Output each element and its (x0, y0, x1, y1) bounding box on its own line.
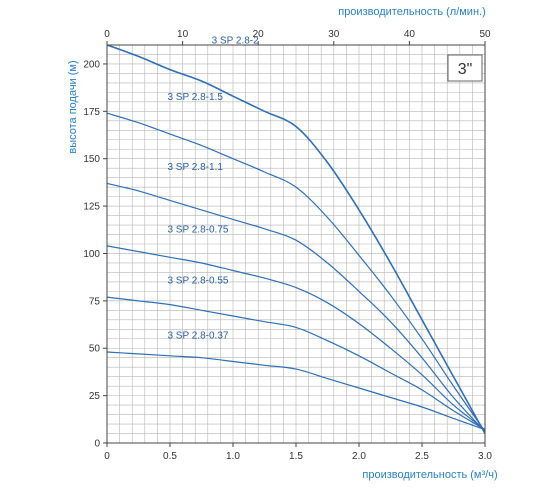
y-tick-label: 100 (83, 249, 100, 260)
curve-label: 3 SP 2.8-0.75 (167, 225, 228, 236)
y-tick-label: 0 (94, 439, 100, 450)
curve-label: 3 SP 2.8-0.55 (167, 276, 228, 287)
curve-line (106, 182, 486, 433)
curve-line (106, 112, 486, 432)
curve-label: 3 SP 2.8-2 (212, 35, 260, 46)
y-axis-title: высота подачи (м) (67, 60, 79, 153)
ticks-layer: 0 0.5 1.0 1.5 2.0 2.5 3.0 0 10 20 30 40 50 0 25 50 75 100… (83, 29, 492, 462)
top-tick-label: 40 (404, 29, 416, 40)
curve-label: 3 SP 2.8-0.37 (167, 331, 228, 342)
y-tick-label: 150 (83, 154, 100, 165)
y-tick-label: 200 (83, 59, 100, 70)
x-tick-label: 0 (104, 451, 110, 462)
curve-line (106, 44, 486, 434)
curve-label: 3 SP 2.8-1.1 (167, 162, 223, 173)
x-tick-label: 1.0 (226, 451, 240, 462)
size-badge-box (447, 54, 483, 82)
x-tick-label: 1.5 (289, 451, 303, 462)
chart-grid (107, 45, 485, 443)
curve-label: 3 SP 2.8-1.5 (167, 92, 223, 103)
size-badge: 3" (458, 61, 473, 78)
top-axis-title: производительность (л/мин.) (338, 6, 486, 18)
y-tick-label: 175 (83, 107, 100, 118)
x-tick-label: 3.0 (478, 451, 492, 462)
top-tick-label: 0 (104, 29, 110, 40)
y-tick-label: 75 (89, 296, 101, 307)
y-tick-label: 125 (83, 202, 100, 213)
y-tick-label: 50 (89, 344, 101, 355)
x-tick-label: 2.5 (415, 451, 429, 462)
curve-line (106, 351, 486, 431)
top-tick-label: 10 (177, 29, 189, 40)
x-axis-title: производительность (м³/ч) (362, 469, 497, 481)
curve-line (106, 245, 486, 431)
curve-labels-layer: 3 SP 2.8-2 3 SP 2.8-1.5 3 SP 2.8-1.1 3 SP 2… (167, 35, 259, 341)
top-tick-label: 20 (253, 29, 265, 40)
y-tick-label: 25 (89, 391, 101, 402)
x-tick-label: 0.5 (163, 451, 177, 462)
curves-layer (106, 44, 486, 434)
plot-frame (106, 44, 486, 444)
top-tick-label: 30 (328, 29, 340, 40)
curve-line (106, 296, 486, 431)
top-tick-label: 50 (479, 29, 491, 40)
x-tick-label: 2.0 (352, 451, 366, 462)
